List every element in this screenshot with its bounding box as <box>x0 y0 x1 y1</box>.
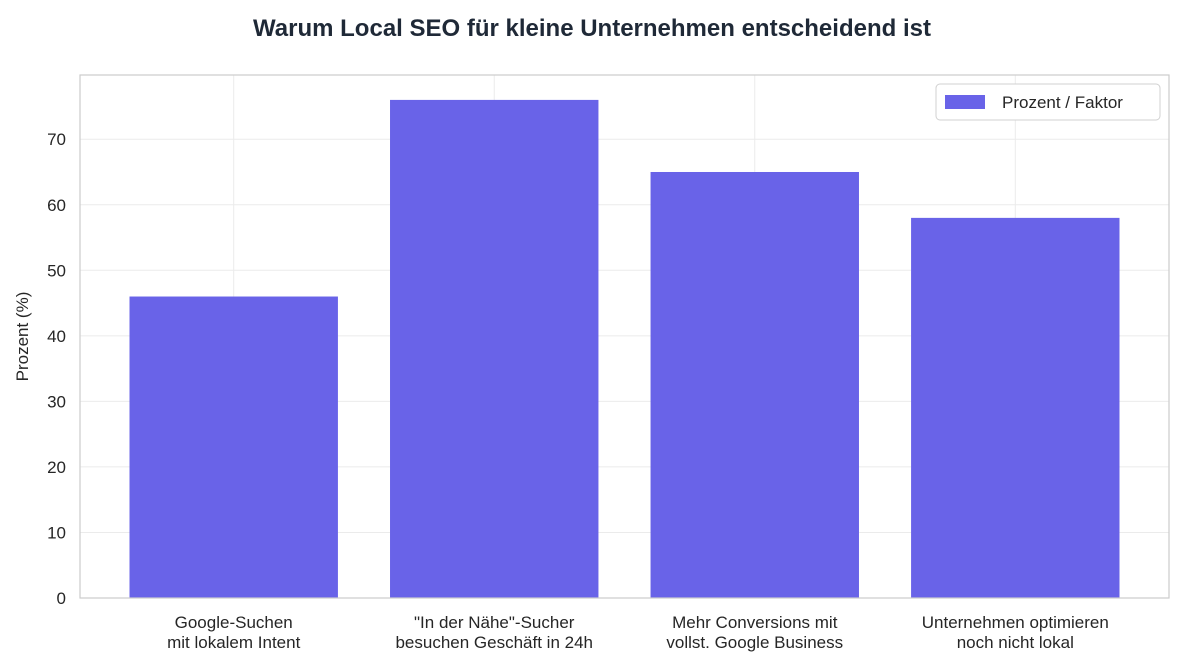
y-tick-label: 10 <box>47 523 66 542</box>
x-tick-label: Google-Suchen <box>175 613 293 632</box>
x-tick-label: besuchen Geschäft in 24h <box>395 633 593 652</box>
x-tick-label: "In der Nähe"-Sucher <box>414 613 575 632</box>
chart-title: Warum Local SEO für kleine Unternehmen e… <box>253 15 931 42</box>
bar <box>129 296 338 598</box>
plot-frame <box>79 74 1170 599</box>
x-tick-label: noch nicht lokal <box>957 633 1074 652</box>
y-tick-label: 0 <box>57 589 66 608</box>
y-axis-label: Prozent (%) <box>13 292 32 382</box>
bar <box>911 217 1120 598</box>
x-tick-label: vollst. Google Business <box>666 633 843 652</box>
bar <box>390 99 599 599</box>
y-tick-label: 60 <box>47 196 66 215</box>
x-tick-label: Mehr Conversions mit <box>672 613 838 632</box>
legend-label: Prozent / Faktor <box>1002 93 1123 112</box>
legend-swatch <box>945 95 985 109</box>
y-tick-label: 40 <box>47 327 66 346</box>
y-tick-label: 20 <box>47 458 66 477</box>
y-tick-label: 50 <box>47 261 66 280</box>
x-tick-label: mit lokalem Intent <box>167 633 300 652</box>
x-tick-label: Unternehmen optimieren <box>922 613 1109 632</box>
y-tick-label: 30 <box>47 392 66 411</box>
y-tick-label: 70 <box>47 130 66 149</box>
legend-box <box>935 83 1161 121</box>
bar <box>650 171 859 598</box>
